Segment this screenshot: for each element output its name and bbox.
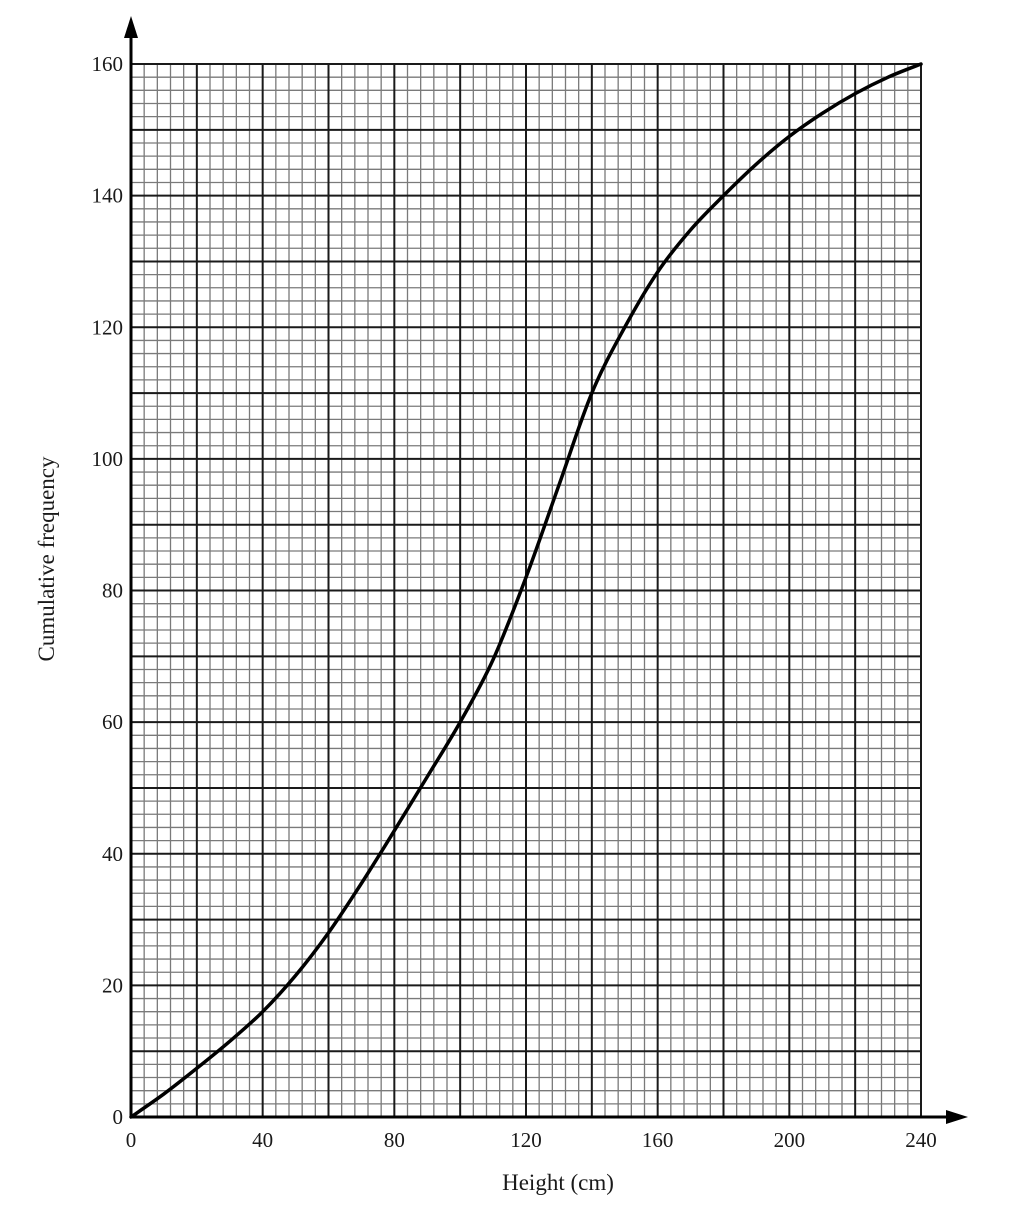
y-tick-label: 40 bbox=[102, 842, 123, 866]
y-tick-label: 160 bbox=[92, 52, 124, 76]
x-tick-label: 80 bbox=[384, 1128, 405, 1152]
y-tick-label: 60 bbox=[102, 710, 123, 734]
x-axis-title: Height (cm) bbox=[502, 1170, 614, 1195]
y-tick-label: 80 bbox=[102, 579, 123, 603]
cumulative-frequency-curve bbox=[129, 62, 923, 1119]
y-tick-label: 100 bbox=[92, 447, 124, 471]
y-axis-arrow-icon bbox=[124, 16, 138, 38]
y-tick-label: 140 bbox=[92, 184, 124, 208]
y-tick-labels: 0 20 40 60 80 100 120 140 160 bbox=[92, 52, 124, 1129]
y-axis-title: Cumulative frequency bbox=[34, 456, 59, 662]
x-tick-label: 120 bbox=[510, 1128, 542, 1152]
x-tick-label: 0 bbox=[126, 1128, 137, 1152]
x-tick-label: 160 bbox=[642, 1128, 674, 1152]
x-axis-arrow-icon bbox=[946, 1110, 968, 1124]
x-tick-labels: 0 40 80 120 160 200 240 bbox=[126, 1128, 937, 1152]
x-tick-label: 200 bbox=[774, 1128, 806, 1152]
y-tick-label: 120 bbox=[92, 315, 124, 339]
y-tick-label: 20 bbox=[102, 973, 123, 997]
x-tick-label: 40 bbox=[252, 1128, 273, 1152]
y-tick-label: 0 bbox=[113, 1105, 124, 1129]
x-tick-label: 240 bbox=[905, 1128, 937, 1152]
axes bbox=[124, 16, 968, 1124]
